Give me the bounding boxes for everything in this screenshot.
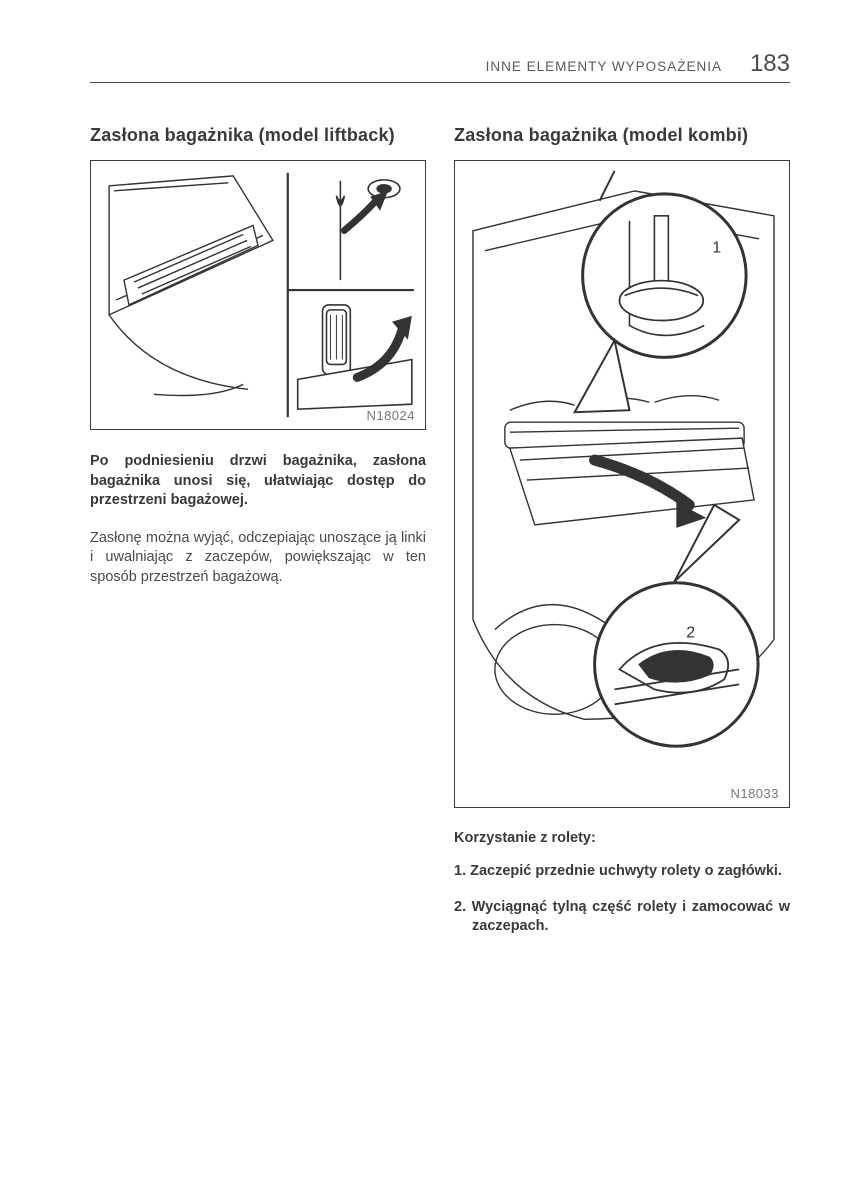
- right-subheading: Korzystanie z rolety:: [454, 830, 790, 846]
- right-step-2: 2. Wyciągnąć tylną część rolety i zamoco…: [454, 898, 790, 937]
- page-number: 183: [750, 50, 790, 78]
- left-body-paragraph: Zasłonę można wyjąć, odczepiając unosząc…: [90, 529, 426, 588]
- callout-1-label: 1: [712, 240, 721, 257]
- kombi-diagram-icon: 1 2: [455, 161, 789, 807]
- page-header: INNE ELEMENTY WYPOSAŻENIA 183: [90, 50, 790, 83]
- left-heading: Zasłona bagażnika (model liftback): [90, 125, 426, 146]
- figure-liftback: N18024: [90, 160, 426, 430]
- liftback-diagram-icon: [91, 161, 425, 429]
- manual-page: INNE ELEMENTY WYPOSAŻENIA 183 Zasłona ba…: [0, 0, 845, 1003]
- right-heading: Zasłona bagażnika (model kombi): [454, 125, 790, 146]
- left-bold-paragraph: Po podniesieniu drzwi bagażnika, zasłona…: [90, 452, 426, 511]
- figure-id-left: N18024: [366, 408, 415, 423]
- figure-kombi: 1 2: [454, 160, 790, 808]
- left-column: Zasłona bagażnika (model liftback): [90, 125, 426, 953]
- content-columns: Zasłona bagażnika (model liftback): [90, 125, 790, 953]
- right-column: Zasłona bagażnika (model kombi): [454, 125, 790, 953]
- right-step-1: 1. Zaczepić przednie uchwyty rolety o za…: [454, 862, 790, 882]
- header-section-title: INNE ELEMENTY WYPOSAŻENIA: [486, 59, 722, 74]
- figure-id-right: N18033: [730, 786, 779, 801]
- callout-2-label: 2: [686, 625, 695, 642]
